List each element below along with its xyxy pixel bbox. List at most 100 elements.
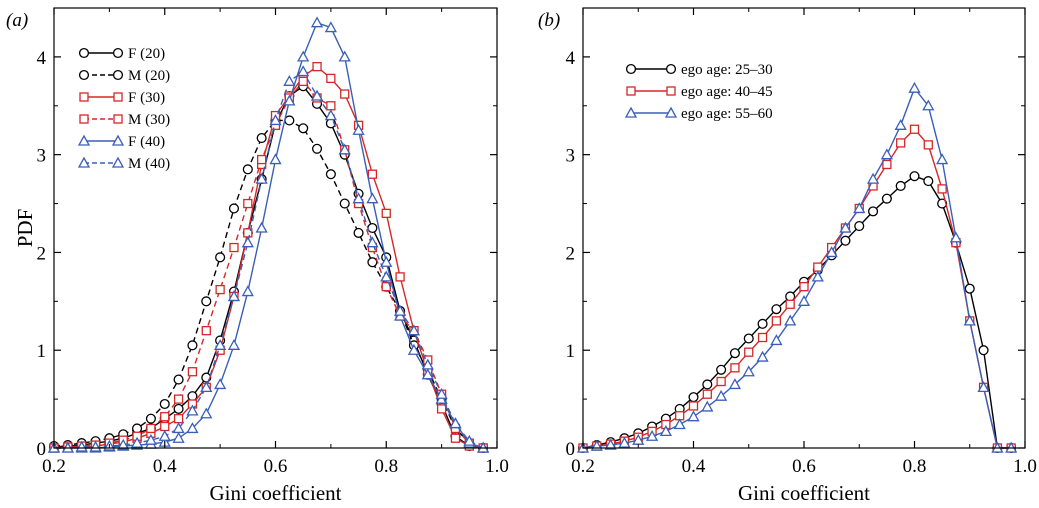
- panel-a-series-2-point-29: [450, 433, 461, 443]
- panel-b-series-2-point-24: [908, 81, 921, 93]
- panel-a-series-1-point-20: [325, 169, 336, 180]
- panel-a-legend-label-1: M (20): [128, 68, 170, 84]
- panel-a-series-3-point-14: [243, 198, 253, 209]
- panel-a-legend-marker-start-3: [79, 114, 89, 124]
- panel-b-series-0-point-20: [854, 220, 865, 232]
- panel-b-series-2-point-7: [673, 418, 686, 430]
- panel-a-series-5-point-16: [269, 114, 282, 126]
- panel-a-series-5-point-9: [172, 422, 185, 434]
- panel-a-series-3-point-18: [298, 76, 308, 86]
- panel-b-series-1-point-11: [730, 363, 740, 373]
- panel-b-frame: [582, 7, 1026, 449]
- panel-b-series-2-point-16: [797, 294, 811, 306]
- panel-b-series-0-point-22: [881, 193, 892, 204]
- panel-b-series-0-point-28: [964, 283, 975, 294]
- panel-a-series-2-point-20: [326, 73, 336, 84]
- panel-a-series-5-point-17: [283, 74, 296, 86]
- panel-a-series-0: [48, 81, 489, 454]
- panel-b-xtick-label-0: 0.2: [571, 456, 595, 477]
- panel-b-series-1-point-23: [896, 138, 906, 148]
- panel-b-series-0-point-10: [716, 364, 727, 375]
- panel-a-series-3-point-7: [146, 423, 156, 434]
- panel-b-legend-marker-end-1: [666, 86, 676, 96]
- panel-a-legend-label-2: F (30): [128, 90, 165, 106]
- panel-b-series-0-point-13: [757, 318, 768, 329]
- panel-a-series-4-point-14: [241, 285, 254, 297]
- panel-b-legend-label-2: ego age: 55–60: [681, 106, 773, 122]
- panel-b-series-1-point-12: [744, 347, 754, 357]
- panel-b-series-2-point-3: [618, 436, 631, 448]
- panel-b-legend-entry-2: ego age: 55–60: [624, 106, 773, 122]
- panel-a-legend-label-4: F (40): [128, 134, 165, 150]
- panel-a-legend-entry-0: F (20): [78, 46, 165, 62]
- panel-b-legend: ego age: 25–30 ego age: 40–45 ego age: 55–…: [624, 62, 773, 122]
- panel-b-series-2-point-14: [770, 334, 783, 346]
- panel-a-series-1-point-23: [367, 257, 378, 268]
- panel-a-ytick-label-3: 3: [37, 146, 47, 167]
- panel-b-series-2-point-26: [936, 153, 949, 165]
- panel-b-series-0-point-8: [688, 392, 699, 403]
- panel-a-series-1-point-6: [132, 423, 143, 434]
- panel-a-legend-marker-end-3: [113, 114, 123, 124]
- panel-a-legend-entry-1: M (20): [78, 68, 170, 84]
- panel-a-series-5-point-3: [89, 440, 102, 452]
- panel-b-legend-label-0: ego age: 25–30: [681, 62, 773, 78]
- panel-a-ytick-label-2: 2: [37, 243, 47, 264]
- panel-a-legend-label-5: M (40): [128, 156, 170, 172]
- panel-a-legend-marker-end-5: [111, 156, 125, 168]
- panel-b-series-2-point-5: [645, 429, 659, 441]
- panel-a-series-5-point-11: [200, 381, 213, 393]
- panel-a-series-5-point-24: [380, 270, 393, 282]
- panel-b-series-0-point-11: [729, 348, 740, 359]
- panel-b-series-0-point-29: [978, 345, 989, 356]
- panel-a-series-1-line: [53, 119, 484, 449]
- panel-a-series-5-point-14: [241, 236, 254, 248]
- panel-b-series-2-line: [582, 86, 1012, 449]
- panel-b-ytick-label-4: 4: [566, 48, 576, 69]
- panel-a-series-5: [47, 65, 490, 453]
- panel-a-legend-marker-start-5: [77, 156, 91, 168]
- panel-b-series-2-point-11: [728, 378, 742, 390]
- panel-a-series-4: [47, 16, 490, 453]
- panel-b-series-1-point-13: [757, 332, 768, 343]
- panel-a-legend-marker-start-4: [77, 134, 91, 146]
- panel-b-xtick-label-4: 1.0: [1013, 456, 1037, 477]
- panel-a-legend-marker-end-1: [112, 69, 124, 81]
- panel-a-series-5-point-5: [117, 438, 130, 450]
- panel-a-series-4-point-27: [421, 368, 434, 380]
- panel-b-series-2-point-19: [839, 221, 852, 233]
- panel-b-series-2: [576, 81, 1018, 453]
- panel-a-series-2-point-28: [436, 404, 447, 414]
- panel-a-series-4-line: [54, 21, 484, 449]
- panel-a-series-4-point-11: [200, 407, 213, 419]
- panel-a-series-1-point-21: [339, 198, 350, 209]
- panel-a-series-5-point-19: [310, 89, 324, 101]
- panel-b-series-1-point-8: [688, 401, 699, 411]
- panel-b-series-2-point-15: [784, 314, 797, 326]
- panel-a-series-1-point-15: [256, 132, 267, 144]
- panel-a-series-5-point-10: [186, 404, 199, 416]
- panel-a-series-4-point-26: [407, 343, 421, 355]
- panel-b-series-1-point-15: [785, 299, 795, 309]
- panel-a-series-1-point-17: [284, 115, 295, 126]
- panel-a-series-3-point-11: [201, 326, 211, 336]
- panel-b-legend-marker-start-1: [626, 86, 636, 96]
- panel-a-series-4-point-15: [255, 221, 268, 233]
- panel-a-series-5-point-20: [324, 109, 337, 121]
- panel-b-series-1-point-14: [771, 316, 782, 326]
- panel-a-series-1-point-9: [173, 374, 184, 385]
- panel-a-series-5-point-28: [435, 387, 448, 399]
- panel-a-series-3-point-13: [229, 242, 239, 253]
- panel-b-series-2-point-6: [659, 425, 672, 437]
- panel-b-ytick-label-0: 0: [566, 439, 576, 460]
- panel-b-series-0-point-24: [909, 171, 920, 182]
- panel-a-series-2-point-23: [367, 169, 378, 179]
- panel-b-series-1-point-17: [813, 262, 823, 272]
- panel-b-series-2-point-28: [963, 314, 976, 326]
- panel-b-xtick-label-1: 0.4: [682, 456, 706, 477]
- panel-a-series-5-point-7: [144, 433, 158, 445]
- panel-a-series-4-point-19: [310, 16, 324, 28]
- panel-b-series-1-point-22: [882, 159, 892, 170]
- panel-a-series-5-point-21: [338, 143, 351, 155]
